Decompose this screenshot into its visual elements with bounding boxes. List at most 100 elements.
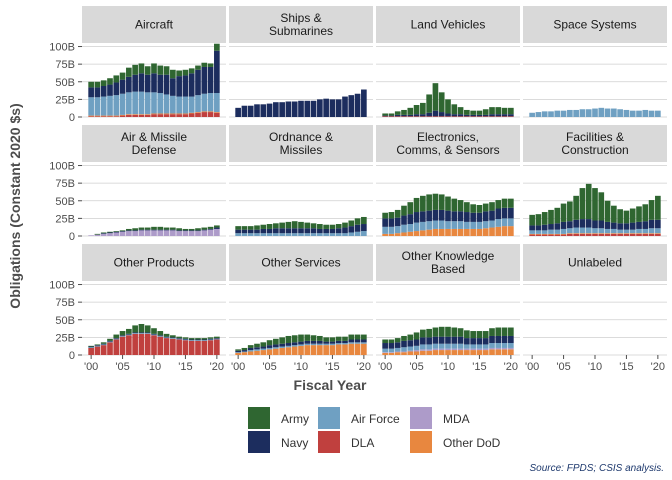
bar-segment — [489, 335, 495, 344]
bar-segment — [323, 337, 329, 342]
bar-segment — [560, 203, 567, 222]
bar-segment — [508, 347, 514, 350]
bar-segment — [304, 222, 311, 229]
bar-segment — [247, 105, 254, 117]
bar-segment — [457, 336, 464, 344]
bar-segment — [170, 335, 176, 338]
bar-segment — [388, 339, 395, 344]
bar-segment — [310, 340, 317, 344]
bar-segment — [623, 210, 630, 224]
bar-segment — [342, 336, 348, 341]
bar-segment — [329, 224, 336, 229]
bar-segment — [489, 210, 495, 221]
bar-segment — [648, 110, 655, 117]
bar-segment — [426, 344, 432, 350]
bar-segment — [573, 233, 579, 236]
bar-segment — [201, 93, 208, 112]
facet-strip — [82, 244, 226, 281]
bar-segment — [548, 209, 554, 225]
bar-segment — [214, 112, 220, 113]
bar-segment — [201, 62, 208, 67]
bar-segment — [132, 231, 138, 236]
facet-title: Submarines — [269, 24, 333, 38]
bar-segment — [151, 334, 157, 336]
bar-segment — [214, 336, 220, 339]
bar-segment — [107, 116, 113, 117]
bar-segment — [235, 226, 241, 230]
bar-segment — [579, 227, 586, 234]
bar-segment — [163, 227, 170, 230]
bar-segment — [361, 216, 367, 225]
bar-segment — [445, 350, 451, 355]
bar-segment — [432, 110, 439, 117]
bar-segment — [241, 229, 248, 234]
bar-segment — [157, 113, 164, 115]
bar-segment — [273, 233, 279, 236]
bar-segment — [541, 233, 548, 235]
bar-segment — [560, 110, 567, 117]
bar-segment — [214, 338, 220, 339]
bar-segment — [464, 109, 470, 115]
bar-segment — [157, 226, 164, 230]
bar-segment — [335, 228, 342, 234]
bar-segment — [273, 338, 279, 345]
bar-segment — [182, 230, 189, 232]
bar-segment — [508, 343, 514, 348]
bar-segment — [598, 233, 605, 234]
bar-segment — [579, 219, 586, 228]
facet-panel: Facilities &Construction — [523, 125, 667, 237]
bar-segment — [655, 110, 661, 117]
bar-segment — [138, 114, 145, 115]
facet-title: Other Knowledge — [402, 249, 495, 263]
bar-segment — [426, 221, 432, 230]
bar-segment — [188, 231, 195, 236]
bar-segment — [432, 327, 439, 337]
bar-segment — [182, 69, 189, 76]
bar-segment — [254, 225, 260, 230]
bar-segment — [655, 233, 661, 236]
bar-segment — [535, 234, 542, 236]
bar-segment — [592, 228, 598, 234]
bar-segment — [163, 229, 170, 231]
bar-segment — [407, 107, 414, 115]
bar-segment — [317, 233, 323, 236]
bar-segment — [420, 211, 426, 222]
bar-segment — [113, 95, 120, 116]
bar-segment — [457, 348, 464, 351]
bar-segment — [438, 336, 445, 344]
legend-item: Army — [248, 407, 309, 429]
bar-segment — [445, 336, 451, 344]
bar-segment — [495, 327, 502, 336]
bar-segment — [201, 230, 208, 236]
bar-segment — [482, 211, 489, 222]
bar-segment — [254, 104, 260, 117]
bar-segment — [438, 116, 445, 117]
bar-segment — [482, 338, 489, 345]
bar-segment — [501, 335, 508, 344]
bar-segment — [266, 103, 273, 117]
bar-segment — [323, 345, 329, 355]
bar-segment — [445, 99, 451, 114]
bar-segment — [235, 352, 241, 353]
bar-segment — [291, 101, 298, 117]
bar-segment — [138, 227, 145, 230]
bar-segment — [113, 116, 120, 117]
bar-segment — [188, 73, 195, 97]
bar-segment — [388, 233, 395, 236]
bar-segment — [342, 340, 348, 344]
bar-segment — [285, 233, 292, 236]
bar-segment — [170, 78, 176, 96]
bar-segment — [88, 345, 94, 347]
bar-segment — [207, 111, 214, 113]
x-tick-label: '20 — [504, 361, 518, 373]
x-tick-label: '15 — [325, 361, 339, 373]
bar-segment — [126, 334, 132, 336]
bar-segment — [235, 352, 241, 355]
bar-segment — [548, 224, 554, 230]
bar-segment — [138, 63, 145, 74]
bar-segment — [329, 99, 336, 117]
bar-segment — [304, 345, 311, 355]
bar-segment — [132, 333, 138, 355]
bar-segment — [636, 221, 642, 229]
bar-segment — [100, 344, 107, 346]
